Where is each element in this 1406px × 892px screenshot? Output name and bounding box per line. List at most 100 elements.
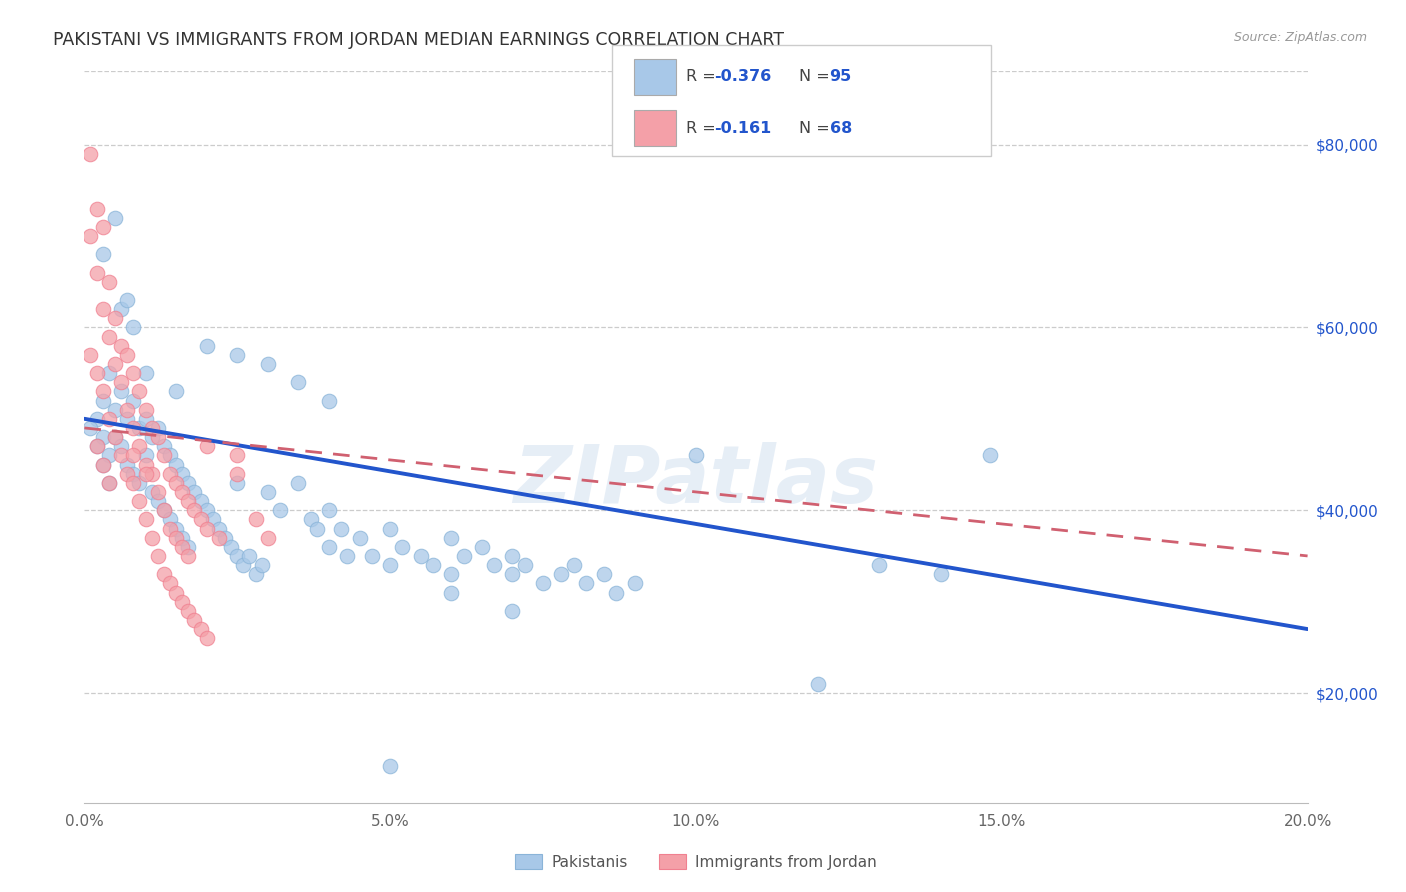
Point: [91, 219, 114, 234]
Point: [172, 594, 194, 608]
Point: [135, 467, 157, 481]
Text: R =: R =: [686, 70, 721, 85]
Point: [214, 531, 236, 545]
Point: [226, 348, 249, 362]
Text: N =: N =: [799, 120, 835, 136]
Point: [471, 540, 494, 554]
Point: [257, 357, 280, 371]
Point: [226, 549, 249, 563]
Point: [97, 448, 120, 462]
Point: [153, 503, 176, 517]
Point: [146, 494, 169, 508]
Text: R =: R =: [686, 120, 721, 136]
Point: [250, 558, 273, 573]
Point: [97, 329, 120, 343]
Point: [115, 458, 138, 472]
Text: -0.376: -0.376: [714, 70, 772, 85]
Point: [165, 384, 187, 399]
Point: [201, 512, 224, 526]
Text: Source: ZipAtlas.com: Source: ZipAtlas.com: [1233, 31, 1367, 45]
Point: [135, 512, 157, 526]
Point: [91, 393, 114, 408]
Point: [153, 439, 176, 453]
Point: [86, 266, 108, 280]
Point: [318, 540, 340, 554]
Point: [685, 448, 707, 462]
Point: [226, 448, 249, 462]
Point: [128, 439, 150, 453]
Point: [141, 421, 163, 435]
Point: [104, 430, 127, 444]
Point: [502, 567, 524, 582]
Point: [190, 512, 212, 526]
Point: [513, 558, 536, 573]
Point: [128, 494, 150, 508]
Point: [287, 475, 309, 490]
Point: [104, 211, 127, 225]
Point: [135, 402, 157, 417]
Point: [195, 503, 218, 517]
Point: [97, 366, 120, 380]
Point: [245, 567, 267, 582]
Point: [141, 430, 163, 444]
Point: [141, 484, 163, 499]
Point: [79, 421, 101, 435]
Text: 68: 68: [830, 120, 852, 136]
Point: [165, 521, 187, 535]
Text: PAKISTANI VS IMMIGRANTS FROM JORDAN MEDIAN EARNINGS CORRELATION CHART: PAKISTANI VS IMMIGRANTS FROM JORDAN MEDI…: [53, 31, 785, 49]
Point: [153, 567, 176, 582]
Point: [86, 202, 108, 216]
Point: [422, 558, 444, 573]
Point: [104, 311, 127, 326]
Point: [330, 521, 353, 535]
Point: [79, 228, 101, 243]
Point: [208, 531, 231, 545]
Point: [195, 632, 218, 646]
Point: [128, 421, 150, 435]
Point: [318, 393, 340, 408]
Point: [605, 585, 627, 599]
Point: [135, 366, 157, 380]
Point: [177, 494, 200, 508]
Point: [115, 402, 138, 417]
Point: [110, 439, 132, 453]
Point: [807, 677, 830, 691]
Point: [624, 576, 647, 591]
Point: [482, 558, 505, 573]
Point: [159, 467, 181, 481]
Point: [226, 467, 249, 481]
Point: [336, 549, 359, 563]
Point: [269, 503, 291, 517]
Point: [146, 430, 169, 444]
Point: [86, 411, 108, 425]
Point: [409, 549, 432, 563]
Point: [177, 475, 200, 490]
Point: [299, 512, 322, 526]
Point: [128, 384, 150, 399]
Point: [135, 448, 157, 462]
Point: [593, 567, 616, 582]
Point: [172, 467, 194, 481]
Point: [159, 576, 181, 591]
Point: [440, 567, 463, 582]
Point: [869, 558, 891, 573]
Point: [238, 549, 260, 563]
Point: [172, 484, 194, 499]
Point: [104, 402, 127, 417]
Legend: Pakistanis, Immigrants from Jordan: Pakistanis, Immigrants from Jordan: [509, 848, 883, 876]
Point: [380, 521, 402, 535]
Point: [135, 458, 157, 472]
Point: [165, 458, 187, 472]
Point: [122, 448, 145, 462]
Point: [219, 540, 242, 554]
Point: [104, 430, 127, 444]
Point: [122, 421, 145, 435]
Point: [232, 558, 254, 573]
Point: [122, 366, 145, 380]
Point: [146, 484, 169, 499]
Point: [531, 576, 554, 591]
Point: [208, 521, 231, 535]
Point: [172, 540, 194, 554]
Point: [257, 531, 280, 545]
Point: [190, 622, 212, 636]
